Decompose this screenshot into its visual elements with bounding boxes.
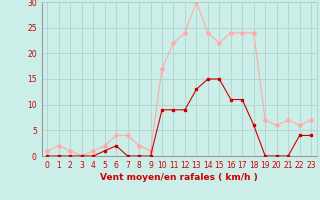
X-axis label: Vent moyen/en rafales ( km/h ): Vent moyen/en rafales ( km/h ) [100,173,258,182]
